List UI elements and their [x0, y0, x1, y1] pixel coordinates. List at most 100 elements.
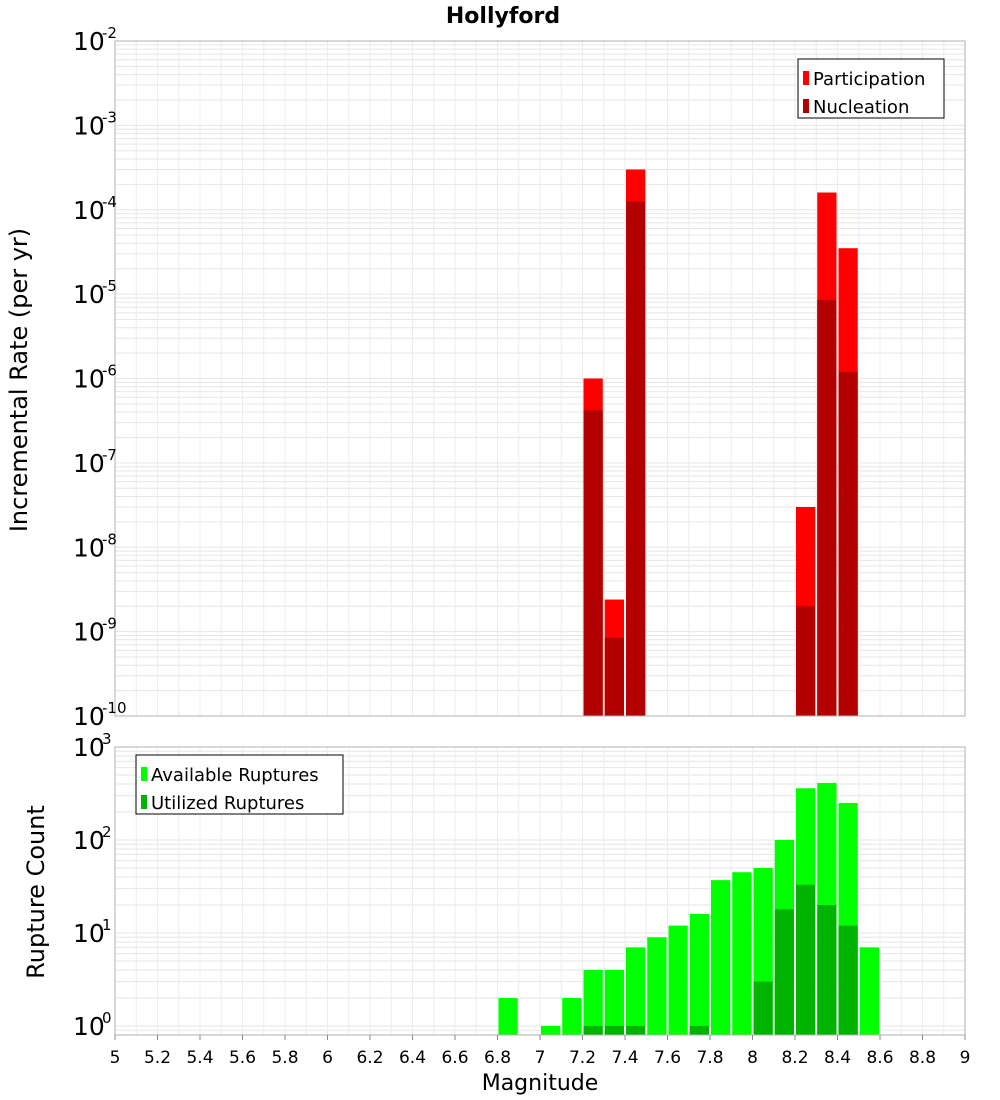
- bar: [711, 880, 731, 1035]
- x-tick-label: 5.4: [186, 1048, 213, 1068]
- x-tick-label: 5.8: [271, 1048, 298, 1068]
- x-tick-label: 5.2: [144, 1048, 171, 1068]
- legend-label: Nucleation: [813, 97, 909, 118]
- y-tick-exponent: 0: [102, 1009, 112, 1027]
- rate-legend: Participation Nucleation: [797, 58, 945, 119]
- y-tick-exponent: -6: [102, 362, 117, 380]
- x-tick-label: 8.2: [781, 1048, 808, 1068]
- x-tick-label: 7.2: [569, 1048, 596, 1068]
- count-bars: [498, 783, 879, 1035]
- bar: [689, 914, 709, 1035]
- legend-label: Utilized Ruptures: [151, 793, 304, 814]
- bar: [562, 997, 582, 1035]
- magnitude-x-axis-label: Magnitude: [482, 1071, 599, 1096]
- count-legend: Available Ruptures Utilized Ruptures: [135, 754, 344, 815]
- chart-title: Hollyford: [446, 4, 560, 29]
- x-tick-label: 6.6: [441, 1048, 468, 1068]
- x-tick-label: 8.4: [824, 1048, 851, 1068]
- magnitude-x-ticks: 5 5.2 5.4 5.6 5.8 6 6.2 6.4 6.6 6.8 7 7.2 7.4 7.6 7.8 8…: [110, 1035, 971, 1068]
- y-tick-exponent: -2: [102, 24, 117, 42]
- y-tick-label: 10: [73, 919, 105, 948]
- y-tick-label: 10: [73, 196, 105, 225]
- bar: [668, 925, 688, 1035]
- y-tick-label: 10: [73, 1012, 105, 1041]
- bar: [732, 872, 752, 1035]
- bar: [774, 909, 794, 1035]
- y-tick-exponent: -3: [102, 108, 117, 126]
- y-tick-label: 10: [73, 111, 105, 140]
- rate-y-axis-label: Incremental Rate (per yr): [5, 228, 33, 532]
- bar: [604, 1025, 624, 1035]
- bar: [626, 1025, 646, 1035]
- y-tick-exponent: -5: [102, 277, 117, 295]
- bar: [626, 201, 646, 716]
- bar: [838, 925, 858, 1035]
- bar: [689, 1025, 709, 1035]
- y-tick-label: 10: [73, 702, 105, 731]
- bar: [583, 410, 603, 716]
- y-tick-label: 10: [73, 618, 105, 647]
- legend-label: Participation: [813, 69, 925, 90]
- rate-grid: [114, 41, 966, 717]
- bar: [498, 997, 518, 1035]
- y-tick-label: 10: [73, 27, 105, 56]
- y-tick-label: 10: [73, 280, 105, 309]
- bar: [817, 300, 837, 716]
- x-tick-label: 9: [960, 1048, 971, 1068]
- x-tick-label: 8.8: [909, 1048, 936, 1068]
- y-tick-exponent: -10: [102, 699, 127, 717]
- legend-swatch: [141, 767, 147, 781]
- y-tick-exponent: 2: [102, 823, 112, 841]
- x-tick-label: 5.6: [229, 1048, 256, 1068]
- bar: [753, 981, 773, 1035]
- bar: [796, 884, 816, 1035]
- legend-swatch: [803, 71, 809, 85]
- y-tick-exponent: -4: [102, 193, 117, 211]
- x-tick-label: 6.2: [356, 1048, 383, 1068]
- rate-bars: [583, 169, 858, 717]
- y-tick-exponent: 3: [102, 730, 112, 748]
- bar: [859, 947, 879, 1035]
- bar: [583, 969, 603, 1035]
- bar: [838, 371, 858, 716]
- x-tick-label: 6: [322, 1048, 333, 1068]
- legend-swatch: [141, 795, 147, 809]
- bar: [817, 904, 837, 1035]
- legend-box: [797, 58, 945, 119]
- bar: [541, 1025, 561, 1035]
- x-tick-label: 7.6: [654, 1048, 681, 1068]
- rate-y-ticks: 10-210-310-410-510-610-710-810-910-10: [73, 24, 127, 731]
- legend-label: Available Ruptures: [151, 765, 319, 786]
- x-tick-label: 7: [535, 1048, 546, 1068]
- bar: [626, 947, 646, 1035]
- legend-box: [135, 754, 344, 815]
- rate-plot-frame: [114, 40, 966, 717]
- y-tick-exponent: -8: [102, 530, 117, 548]
- y-tick-label: 10: [73, 449, 105, 478]
- bar: [583, 1025, 603, 1035]
- rate-panel: 10-210-310-410-510-610-710-810-910-10 In…: [5, 24, 966, 731]
- y-tick-exponent: -9: [102, 615, 117, 633]
- y-tick-label: 10: [73, 826, 105, 855]
- y-tick-label: 10: [73, 533, 105, 562]
- y-tick-exponent: 1: [102, 916, 112, 934]
- y-tick-label: 10: [73, 365, 105, 394]
- count-y-axis-label: Rupture Count: [22, 805, 50, 979]
- legend-swatch: [803, 99, 809, 113]
- bar: [604, 969, 624, 1035]
- x-tick-label: 7.4: [611, 1048, 638, 1068]
- x-tick-label: 8: [747, 1048, 758, 1068]
- x-tick-label: 8.6: [866, 1048, 893, 1068]
- x-tick-label: 7.8: [696, 1048, 723, 1068]
- bar: [796, 606, 816, 716]
- y-tick-label: 10: [73, 733, 105, 762]
- x-tick-label: 5: [110, 1048, 121, 1068]
- bar: [604, 637, 624, 716]
- bar: [647, 937, 667, 1035]
- y-tick-exponent: -7: [102, 446, 117, 464]
- x-tick-label: 6.8: [484, 1048, 511, 1068]
- x-tick-label: 6.4: [399, 1048, 426, 1068]
